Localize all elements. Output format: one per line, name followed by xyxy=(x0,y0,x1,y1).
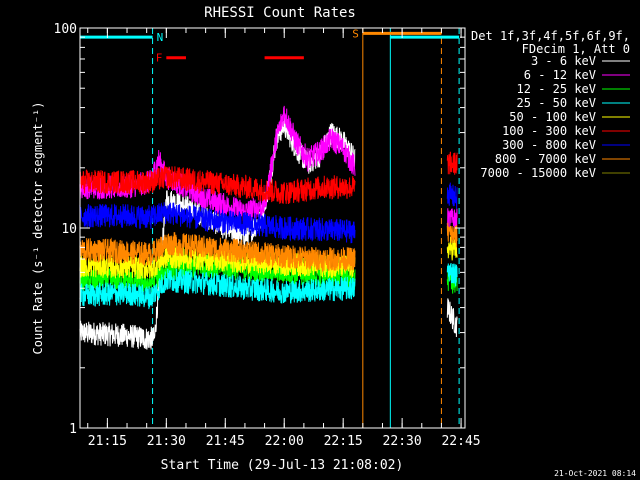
x-tick-label: 22:15 xyxy=(324,434,363,449)
x-axis-label: Start Time (29-Jul-13 21:08:02) xyxy=(161,458,404,473)
plot-area: NF S xyxy=(79,27,460,428)
legend-label: 50 - 100 keV xyxy=(509,110,596,124)
series-line-5-1 xyxy=(446,151,458,175)
series-line-3-1 xyxy=(446,262,458,287)
series-line-1-1 xyxy=(446,208,458,231)
x-tick-label: 21:15 xyxy=(88,434,127,449)
legend-label: 800 - 7000 keV xyxy=(495,152,596,166)
series-line-1-0 xyxy=(79,105,356,223)
legend-label: 7000 - 15000 keV xyxy=(480,166,596,180)
legend-label: 6 - 12 keV xyxy=(524,68,596,82)
x-tick-label: 22:45 xyxy=(441,434,480,449)
legend-label: 25 - 50 keV xyxy=(517,96,596,110)
legend-header: Det 1f,3f,4f,5f,6f,9f, xyxy=(471,29,630,43)
x-tick-label: 21:45 xyxy=(206,434,245,449)
x-tick-label: 22:00 xyxy=(265,434,304,449)
series-line-6-0 xyxy=(79,202,356,244)
axes: 1 10 100 21:15 21:30 21:45 22:00 22:15 22:30 22:4… xyxy=(54,22,481,449)
legend-label: 12 - 25 keV xyxy=(517,82,596,96)
legend: Det 1f,3f,4f,5f,6f,9f,FDecim 1, Att 03 -… xyxy=(471,29,630,180)
y-axis-label: Count Rate (s⁻¹ detector segment⁻¹) xyxy=(31,102,45,355)
flag-label-2: F xyxy=(156,52,163,65)
legend-label: 3 - 6 keV xyxy=(531,54,596,68)
series-line-4-1 xyxy=(446,236,458,261)
series-line-6-1 xyxy=(446,182,458,209)
y-tick-label: 100 xyxy=(54,22,77,37)
series-line-5-0 xyxy=(79,165,356,205)
x-tick-label: 21:30 xyxy=(147,434,186,449)
chart-title: RHESSI Count Rates xyxy=(204,5,356,21)
legend-label: 100 - 300 keV xyxy=(502,124,596,138)
series-line-0-1 xyxy=(446,298,458,338)
series-line-3-0 xyxy=(79,268,356,310)
footer-date: 21-Oct-2021 08:14 xyxy=(554,469,636,478)
x-tick-label: 22:30 xyxy=(383,434,422,449)
flag-label-0: N xyxy=(157,31,164,44)
y-tick-label: 1 xyxy=(69,422,77,437)
y-tick-label: 10 xyxy=(61,222,77,237)
series-line-7-1 xyxy=(446,222,458,248)
legend-header: FDecim 1, Att 0 xyxy=(522,42,630,56)
legend-label: 300 - 800 keV xyxy=(502,138,596,152)
series-line-0-0 xyxy=(79,116,356,350)
flag-label-4: S xyxy=(352,27,359,40)
series-line-7-0 xyxy=(79,232,356,273)
